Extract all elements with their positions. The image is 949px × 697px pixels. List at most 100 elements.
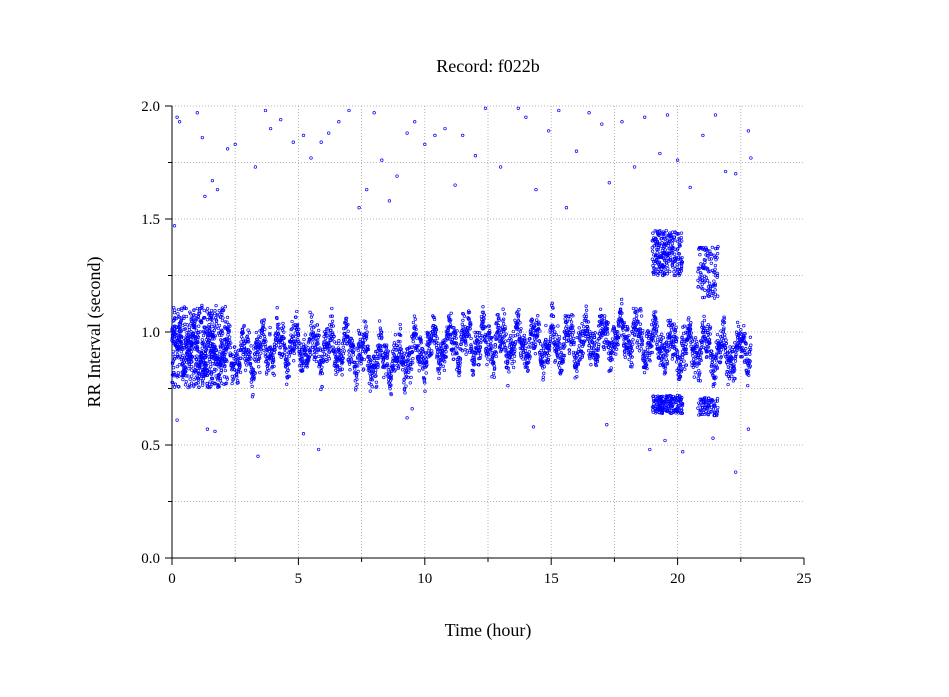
- data-point: [405, 416, 409, 420]
- data-point: [691, 365, 695, 369]
- data-point: [715, 332, 720, 337]
- data-point: [514, 340, 518, 344]
- data-point: [548, 339, 553, 343]
- data-point: [731, 345, 735, 349]
- data-point: [471, 369, 476, 373]
- data-point: [702, 326, 706, 331]
- data-point: [242, 345, 247, 349]
- data-point: [325, 359, 329, 363]
- data-point: [482, 317, 486, 321]
- data-point: [285, 358, 290, 362]
- data-point: [593, 363, 598, 367]
- data-point: [299, 364, 303, 368]
- data-point: [342, 349, 347, 353]
- data-point: [655, 324, 660, 328]
- data-point: [357, 206, 361, 210]
- data-point: [411, 320, 416, 325]
- data-point: [286, 368, 290, 372]
- data-point: [593, 331, 597, 335]
- data-point: [588, 356, 592, 361]
- data-point: [323, 333, 327, 337]
- data-point: [335, 364, 340, 369]
- data-point: [667, 323, 671, 328]
- data-point: [331, 324, 335, 328]
- data-point: [409, 367, 414, 371]
- data-point: [538, 329, 542, 333]
- data-point: [577, 358, 582, 362]
- data-point: [454, 341, 459, 345]
- data-point: [638, 307, 643, 311]
- data-point: [511, 334, 515, 338]
- data-point: [461, 133, 465, 138]
- data-point: [524, 346, 528, 350]
- data-point: [417, 369, 421, 373]
- data-point: [190, 374, 194, 378]
- data-point: [281, 321, 285, 326]
- data-point: [689, 331, 693, 335]
- data-point: [179, 350, 183, 354]
- data-point: [526, 361, 530, 365]
- data-point: [402, 381, 406, 385]
- data-point: [702, 318, 707, 323]
- data-point: [233, 361, 238, 365]
- data-point: [668, 269, 672, 274]
- data-point: [623, 355, 627, 360]
- data-point: [679, 231, 684, 235]
- data-point: [547, 129, 551, 133]
- data-point: [354, 364, 358, 368]
- data-point: [711, 436, 715, 440]
- data-point: [650, 246, 654, 250]
- data-point: [626, 327, 630, 331]
- data-point: [568, 330, 572, 334]
- data-point: [683, 367, 687, 371]
- data-point: [727, 377, 732, 381]
- data-point: [726, 362, 730, 367]
- data-point: [432, 315, 436, 320]
- data-point: [631, 342, 635, 346]
- data-point: [341, 352, 346, 356]
- data-point: [309, 327, 314, 331]
- data-point: [468, 321, 473, 325]
- data-point: [536, 332, 540, 337]
- data-point: [596, 347, 600, 351]
- data-point: [414, 333, 418, 337]
- data-point: [329, 314, 333, 318]
- data-point: [557, 341, 562, 346]
- data-point: [318, 372, 322, 376]
- data-point: [444, 338, 448, 343]
- data-point: [502, 342, 507, 347]
- data-point: [485, 338, 489, 342]
- data-point: [378, 348, 382, 353]
- data-point: [518, 337, 522, 341]
- data-point: [401, 355, 406, 359]
- data-point: [282, 330, 286, 334]
- data-point: [327, 341, 331, 345]
- data-point: [316, 447, 321, 452]
- data-point: [366, 347, 371, 352]
- data-point: [577, 344, 581, 348]
- data-point: [498, 165, 503, 169]
- x-tick-label: 15: [544, 571, 559, 587]
- data-point: [493, 343, 498, 347]
- data-point: [356, 369, 360, 374]
- data-point: [437, 371, 442, 375]
- data-point: [692, 375, 696, 379]
- data-point: [481, 316, 485, 320]
- data-point: [577, 347, 581, 351]
- data-point: [240, 328, 245, 332]
- data-point: [452, 357, 456, 361]
- data-point: [715, 252, 720, 256]
- data-point: [212, 337, 216, 341]
- data-point: [572, 340, 576, 344]
- data-point: [346, 322, 350, 327]
- data-point: [228, 335, 232, 339]
- data-point: [266, 362, 270, 366]
- data-point: [339, 348, 343, 353]
- data-point: [567, 333, 571, 338]
- data-point: [625, 346, 629, 351]
- data-point: [380, 330, 384, 334]
- data-point: [472, 355, 476, 360]
- data-point: [341, 360, 345, 364]
- data-point: [294, 335, 298, 339]
